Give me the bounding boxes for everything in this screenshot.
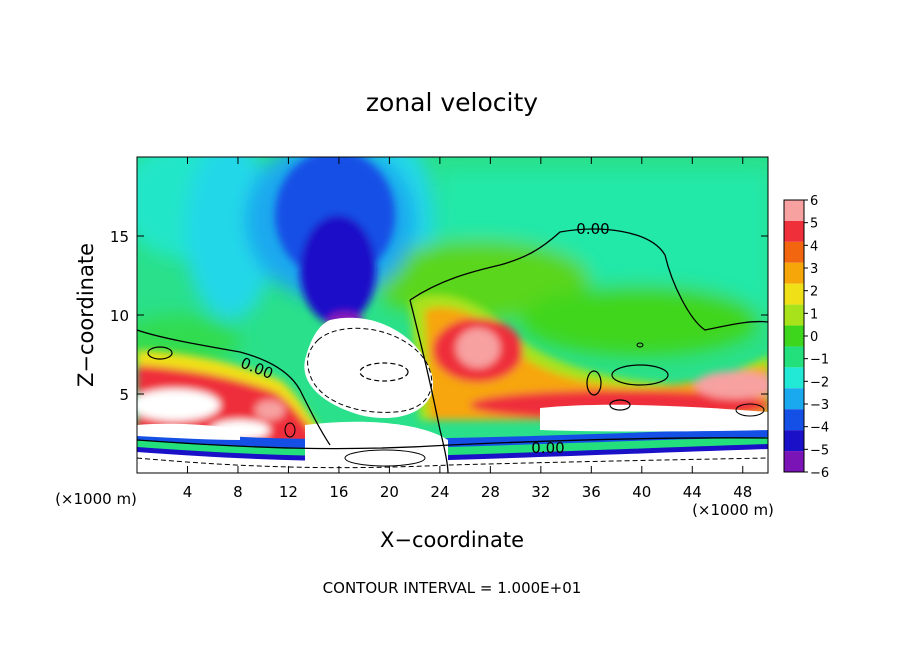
colorbar-tick-label: 1 — [810, 307, 818, 322]
colorbar-swatch — [784, 346, 804, 368]
colorbar-tick-label: −2 — [810, 375, 829, 390]
colorbar-tick-label: −4 — [810, 421, 829, 436]
x-tick-label: 12 — [279, 483, 298, 501]
y-axis-ticks: 5 10 15 — [110, 228, 768, 404]
x-tick-label: 24 — [430, 483, 449, 501]
colorbar-tick-label: 5 — [810, 217, 818, 232]
x-tick-label: 32 — [531, 483, 550, 501]
heatmap-field — [137, 157, 768, 473]
colorbar-swatch — [784, 241, 804, 263]
colorbar-tick-label: 3 — [810, 262, 818, 277]
x-tick-label: 28 — [481, 483, 500, 501]
chart-title: zonal velocity — [366, 88, 538, 117]
colorbar-swatch — [784, 451, 804, 472]
contour-label-top: 0.00 — [576, 220, 609, 238]
colorbar-tick-label: −3 — [810, 398, 829, 413]
x-tick-label: 36 — [582, 483, 601, 501]
x-tick-label: 48 — [733, 483, 752, 501]
colorbar-tick-label: −5 — [810, 443, 829, 458]
y-axis-label: Z−coordinate — [74, 243, 98, 387]
colorbar-swatch — [784, 430, 804, 452]
colorbar-tick-label: 2 — [810, 285, 818, 300]
colorbar-tick-label: 4 — [810, 239, 818, 254]
x-unit-left: (×1000 m) — [55, 490, 137, 508]
colorbar-tick-label: −1 — [810, 353, 829, 368]
x-tick-label: 44 — [683, 483, 702, 501]
x-tick-label: 8 — [233, 483, 243, 501]
x-axis-label: X−coordinate — [380, 528, 524, 552]
x-axis-ticks: 4 8 12 16 20 24 28 32 36 40 44 48 — [183, 157, 752, 501]
colorbar-swatch — [784, 220, 804, 242]
colorbar-swatch — [784, 367, 804, 389]
y-tick-label: 5 — [119, 386, 129, 404]
colorbar-tick-label: −6 — [810, 466, 829, 481]
x-tick-label: 16 — [329, 483, 348, 501]
colorbar-tick-label: 6 — [810, 194, 818, 209]
y-tick-label: 10 — [110, 307, 129, 325]
colorbar-swatch — [784, 388, 804, 410]
y-tick-label: 15 — [110, 228, 129, 246]
colorbar-swatch — [784, 200, 804, 221]
contour-interval-note: CONTOUR INTERVAL = 1.000E+01 — [323, 579, 582, 597]
colorbar: 6 5 4 3 2 1 0 −1 −2 −3 −4 −5 −6 — [783, 194, 829, 481]
x-tick-label: 40 — [632, 483, 651, 501]
colorbar-swatch — [784, 283, 804, 305]
x-tick-label: 4 — [183, 483, 193, 501]
contour-label-bottom: 0.00 — [531, 439, 564, 457]
x-tick-label: 20 — [380, 483, 399, 501]
colorbar-swatch — [784, 409, 804, 431]
colorbar-swatch — [784, 325, 804, 347]
colorbar-tick-label: 0 — [810, 330, 818, 345]
colorbar-swatch — [784, 304, 804, 326]
colorbar-swatch — [784, 262, 804, 284]
x-unit-right: (×1000 m) — [692, 501, 774, 519]
